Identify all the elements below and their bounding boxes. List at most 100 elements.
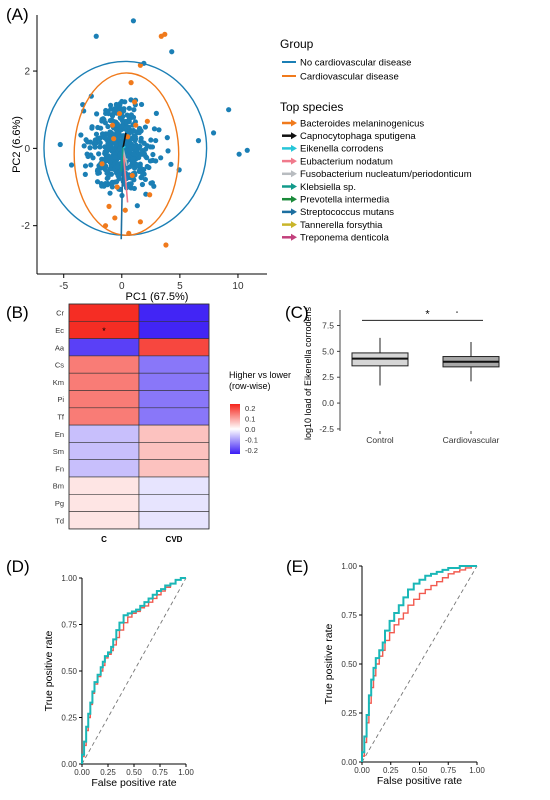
heatmap-cell xyxy=(68,442,140,460)
data-point xyxy=(97,140,103,146)
data-point xyxy=(114,179,120,185)
data-point xyxy=(153,137,159,144)
data-point xyxy=(97,144,103,150)
data-point xyxy=(85,153,91,160)
legend-species-label: Fusobacterium nucleatum/periodonticum xyxy=(300,169,472,180)
data-point xyxy=(137,219,143,225)
data-point xyxy=(106,142,112,149)
data-point xyxy=(226,107,232,113)
data-point xyxy=(122,99,128,105)
data-point xyxy=(96,151,102,157)
x-tick-label: 5 xyxy=(177,281,183,292)
data-point xyxy=(112,215,118,221)
data-point xyxy=(128,80,134,86)
data-point xyxy=(116,110,123,117)
heatmap-frame xyxy=(68,303,210,530)
y-tick-label: 0.0 xyxy=(322,398,334,408)
data-point xyxy=(158,155,164,161)
data-point xyxy=(236,151,242,157)
data-point xyxy=(107,159,113,165)
data-point xyxy=(103,163,109,169)
heatmap-cell xyxy=(68,511,140,530)
y-axis-label: True positive rate xyxy=(43,630,55,711)
data-point xyxy=(82,163,89,169)
legend-species-label: Bacteroides melaninogenicus xyxy=(300,118,424,129)
data-point xyxy=(130,18,137,24)
heatmap-row-label: Pg xyxy=(55,499,64,508)
data-point xyxy=(115,173,121,179)
x-tick-label: 1.00 xyxy=(469,766,485,775)
x-axis-label: False positive rate xyxy=(377,775,462,787)
panel-label-c: (C) xyxy=(285,303,309,322)
data-point xyxy=(136,155,142,161)
roc-curve xyxy=(81,577,186,764)
data-point xyxy=(143,191,149,197)
y-axis-label: PC2 (6.6%) xyxy=(11,116,23,173)
y-tick-label: 0.75 xyxy=(61,621,77,630)
data-point xyxy=(138,138,144,144)
heatmap-cell xyxy=(68,407,140,426)
x-tick-label: 0.50 xyxy=(412,766,428,775)
data-point xyxy=(138,127,144,134)
data-point xyxy=(120,114,126,120)
y-axis-label: True positive rate xyxy=(323,623,335,704)
data-point xyxy=(107,166,113,172)
loading-arrow xyxy=(120,148,124,240)
data-point xyxy=(129,172,135,179)
heatmap-row-label: Bm xyxy=(53,482,64,491)
data-point xyxy=(148,137,154,143)
data-point xyxy=(104,108,110,114)
heatmap-cell xyxy=(138,511,210,530)
data-point xyxy=(88,162,94,168)
data-point xyxy=(158,33,164,39)
data-point xyxy=(125,124,132,130)
x-tick-label: 0.50 xyxy=(126,768,142,777)
loading-arrow xyxy=(122,132,127,149)
y-tick-label: 0.50 xyxy=(61,667,77,676)
data-point xyxy=(105,175,111,181)
data-point xyxy=(195,138,202,144)
heatmap-row-label: En xyxy=(55,430,64,439)
data-point xyxy=(156,127,162,133)
data-point xyxy=(142,124,148,130)
heatmap-row-label: Aa xyxy=(55,343,65,352)
data-point xyxy=(107,129,113,135)
pca-scatter-plot: -5 0 5 10 -2 0 2 PC1 (67.5%) PC2 (6.6%) Group No c… xyxy=(11,15,472,303)
data-point xyxy=(93,33,99,39)
heatmap-row-label: Pi xyxy=(57,395,64,404)
pca-legend: Group No cardiovascular disease Cardiovasc… xyxy=(280,37,472,244)
data-point xyxy=(141,151,148,157)
y-tick-label: 0.75 xyxy=(341,611,357,620)
confidence-ellipse xyxy=(73,72,180,237)
roc-plot-e: 0.000.00 0.25 0.25 0.50 0.50 0.75 0.75 1.00 1.00… xyxy=(323,562,485,787)
heatmap-cell xyxy=(68,303,140,322)
data-point xyxy=(110,111,116,117)
heatmap-cell xyxy=(138,303,210,322)
heatmap-cell xyxy=(68,493,140,512)
heatmap-row-label: Km xyxy=(53,378,64,387)
data-point xyxy=(94,111,100,117)
data-point xyxy=(131,99,138,105)
y-tick-label: 2 xyxy=(24,67,30,78)
data-point xyxy=(109,122,116,128)
data-point xyxy=(129,129,135,135)
data-point xyxy=(102,144,108,150)
x-tick-label: -5 xyxy=(59,281,68,292)
heatmap-row-label: Cr xyxy=(56,309,64,318)
data-point xyxy=(108,102,114,108)
heatmap-row-label: Cs xyxy=(55,361,64,370)
data-point xyxy=(87,145,93,151)
data-point xyxy=(126,105,132,111)
heatmap-cell xyxy=(68,476,140,495)
heatmap-cell xyxy=(138,476,210,495)
data-point xyxy=(131,107,137,113)
data-point xyxy=(102,135,108,141)
x-tick-label: 0.25 xyxy=(100,768,116,777)
data-point xyxy=(102,120,108,126)
data-point xyxy=(125,134,131,140)
data-point xyxy=(151,183,157,189)
legend-species-label: Treponema denticola xyxy=(300,233,390,244)
heatmap-cell xyxy=(68,390,140,409)
data-point xyxy=(142,176,148,183)
data-point xyxy=(147,158,153,164)
